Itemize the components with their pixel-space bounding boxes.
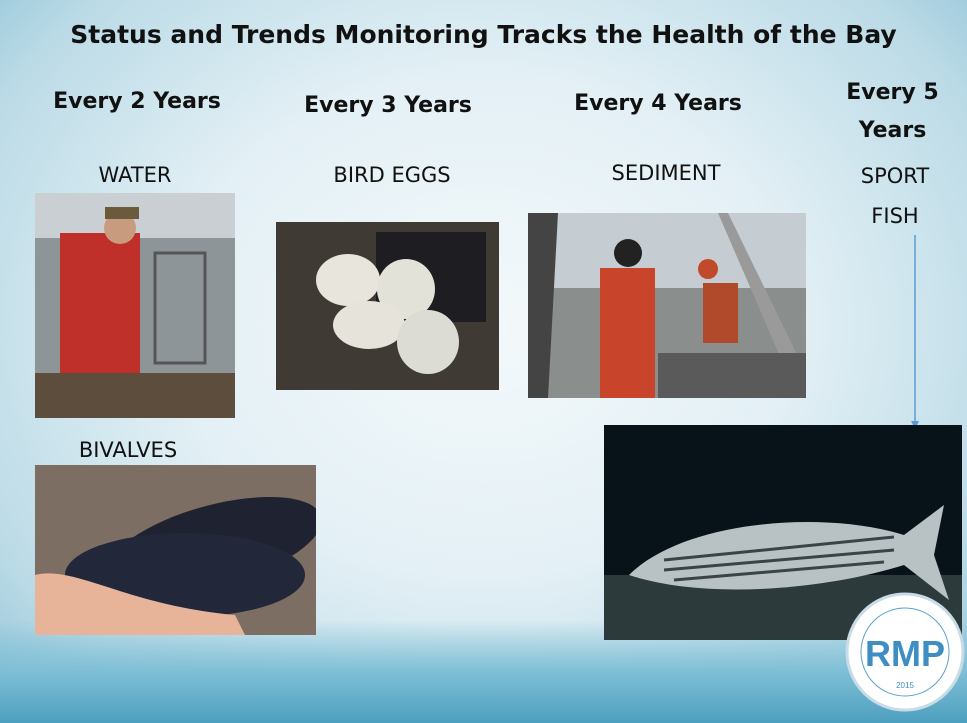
slide-title: Status and Trends Monitoring Tracks the … (0, 20, 967, 49)
logo-name: RMP (865, 633, 945, 674)
arrow (905, 235, 925, 430)
item-label: BIRD EGGS (292, 163, 492, 187)
sediment-photo (528, 213, 806, 398)
item-label: SEDIMENT (566, 161, 766, 185)
water-photo (35, 193, 235, 418)
slide: Status and Trends Monitoring Tracks the … (0, 0, 967, 723)
bird-eggs-photo (276, 222, 499, 390)
frequency-heading: Every 5 Years (840, 74, 945, 150)
rmp-logo: RMP 2015 (843, 590, 967, 714)
bivalves-photo (35, 465, 316, 635)
frequency-heading: Every 2 Years (37, 89, 237, 114)
frequency-heading: Every 3 Years (288, 93, 488, 118)
logo-year: 2015 (896, 681, 914, 690)
item-label: BIVALVES (28, 438, 228, 462)
frequency-heading: Every 4 Years (558, 91, 758, 116)
item-label: WATER (35, 163, 235, 187)
item-label: SPORT FISH (845, 156, 945, 236)
